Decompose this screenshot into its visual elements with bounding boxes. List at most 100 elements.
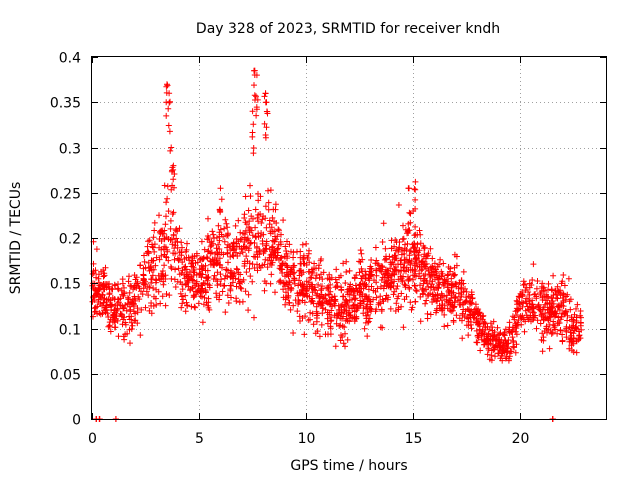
data-point xyxy=(312,287,319,294)
data-point xyxy=(333,266,340,273)
data-point xyxy=(427,290,434,297)
data-point xyxy=(418,267,425,274)
data-point xyxy=(90,313,96,320)
data-point xyxy=(243,253,250,260)
data-point xyxy=(151,241,158,248)
data-point xyxy=(253,243,260,250)
data-point xyxy=(400,324,407,331)
data-point xyxy=(538,288,545,295)
data-point xyxy=(451,271,458,278)
data-point xyxy=(574,301,581,308)
data-point xyxy=(129,322,136,329)
data-point xyxy=(122,321,129,328)
data-point xyxy=(456,315,463,322)
data-point xyxy=(217,281,224,287)
data-point xyxy=(255,211,262,218)
data-point xyxy=(170,209,177,216)
data-point xyxy=(184,240,190,247)
data-point xyxy=(265,187,271,194)
data-point xyxy=(214,250,221,257)
data-point xyxy=(156,244,163,251)
data-point xyxy=(458,284,464,291)
data-point xyxy=(225,300,232,306)
data-point xyxy=(261,120,268,127)
data-point xyxy=(340,340,347,347)
data-point xyxy=(208,249,215,256)
data-point xyxy=(112,282,119,289)
data-point xyxy=(343,258,350,265)
data-point xyxy=(298,260,305,267)
data-point xyxy=(412,231,419,238)
data-point xyxy=(563,334,570,341)
data-point xyxy=(429,255,436,262)
data-point xyxy=(214,282,221,289)
data-point xyxy=(406,227,413,234)
data-point xyxy=(531,291,538,298)
data-point xyxy=(419,285,426,292)
data-point xyxy=(475,321,482,328)
data-point xyxy=(565,275,572,282)
data-point xyxy=(542,315,549,322)
data-point xyxy=(333,320,340,327)
data-point xyxy=(189,277,196,284)
data-point xyxy=(377,324,384,331)
data-point xyxy=(192,304,199,311)
data-point xyxy=(500,331,507,338)
data-point xyxy=(309,270,316,276)
data-point xyxy=(443,296,450,303)
data-point xyxy=(156,212,162,219)
data-point xyxy=(424,252,431,259)
data-point xyxy=(113,313,120,320)
data-point xyxy=(229,252,236,259)
data-point xyxy=(254,214,261,221)
data-point xyxy=(171,171,178,177)
data-point xyxy=(382,279,388,286)
data-point xyxy=(179,300,186,307)
data-point xyxy=(412,196,419,203)
data-point xyxy=(286,299,293,306)
data-point xyxy=(160,281,167,288)
data-point xyxy=(211,261,217,268)
data-point xyxy=(185,274,192,281)
data-point xyxy=(105,323,112,330)
data-point xyxy=(545,316,552,323)
data-point xyxy=(183,246,190,253)
data-point xyxy=(114,306,121,313)
data-point xyxy=(269,214,276,221)
data-point xyxy=(216,261,223,268)
data-point xyxy=(569,324,576,331)
data-point xyxy=(193,280,200,287)
data-point xyxy=(165,257,172,264)
data-point xyxy=(435,280,442,286)
data-point xyxy=(460,306,467,313)
data-point xyxy=(395,293,402,300)
data-point xyxy=(280,260,286,267)
data-point xyxy=(412,255,419,262)
y-axis-label: SRMTID / TECUs xyxy=(8,182,24,295)
data-point xyxy=(368,265,375,272)
data-point xyxy=(101,283,108,290)
data-point xyxy=(100,273,107,280)
data-point xyxy=(368,271,375,278)
data-point xyxy=(323,285,330,292)
data-point xyxy=(183,254,190,261)
data-point xyxy=(420,291,427,298)
data-point xyxy=(307,309,314,316)
data-point xyxy=(550,292,557,298)
data-point xyxy=(221,238,228,245)
data-point xyxy=(551,324,558,331)
data-point xyxy=(202,267,209,274)
data-point xyxy=(146,267,153,274)
data-point xyxy=(522,287,529,294)
x-tick-label: 10 xyxy=(298,431,316,447)
data-point xyxy=(343,302,349,309)
data-point xyxy=(359,256,366,263)
data-point xyxy=(266,221,273,228)
data-point xyxy=(343,269,350,275)
data-point xyxy=(250,253,257,260)
data-point xyxy=(443,276,450,283)
data-point xyxy=(175,265,182,272)
data-point xyxy=(409,266,416,273)
data-point xyxy=(342,317,349,324)
data-point xyxy=(149,272,156,279)
